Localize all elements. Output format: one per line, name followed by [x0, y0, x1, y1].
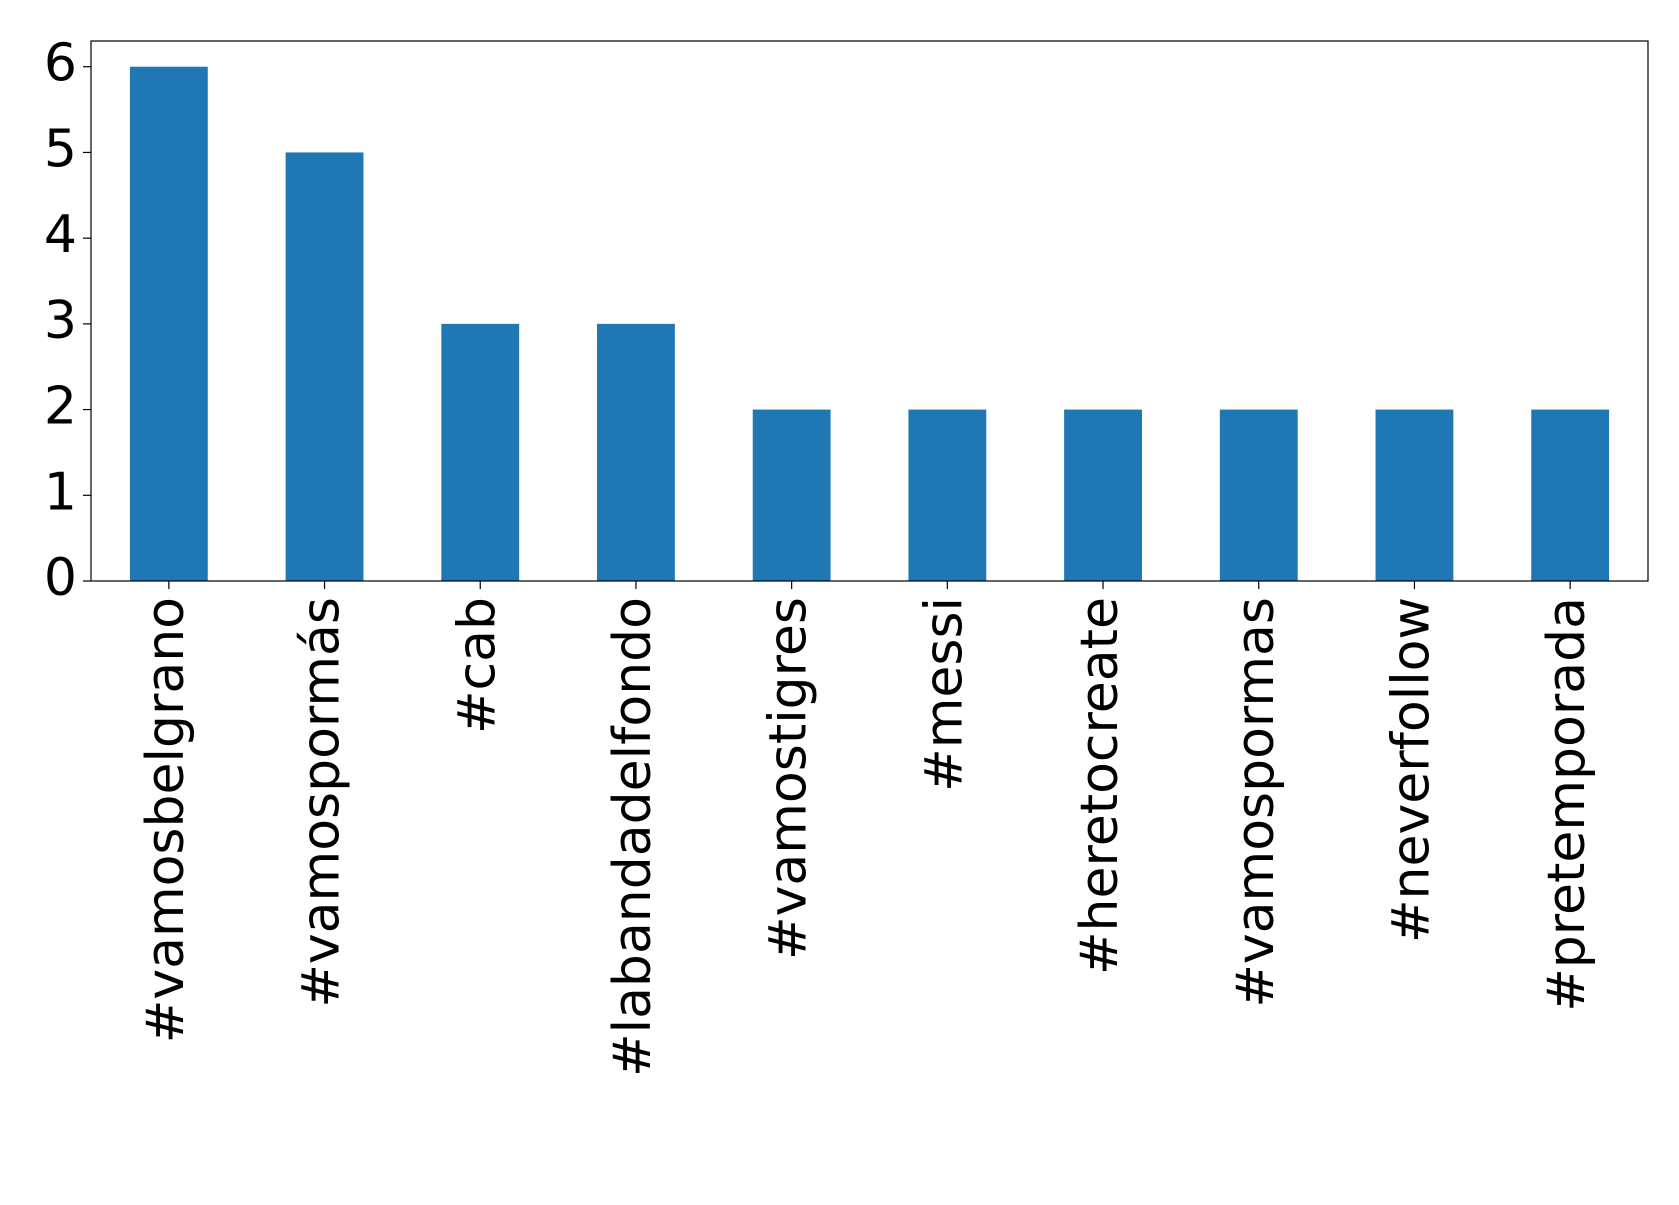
x-tick-label: #heretocreate	[1070, 597, 1130, 975]
bar	[752, 409, 831, 581]
bar	[1531, 409, 1610, 581]
x-tick-label: #vamostigres	[759, 597, 819, 960]
x-tick-label: #messi	[914, 597, 974, 792]
y-tick-label: 3	[44, 291, 77, 351]
x-tick-label: #labandadelfondo	[603, 597, 663, 1077]
x-tick-label: #vamosbelgrano	[136, 597, 196, 1043]
x-tick-label: #vamospormás	[292, 597, 352, 1008]
bar	[597, 323, 675, 581]
y-tick-label: 1	[44, 462, 77, 522]
y-tick-label: 6	[44, 34, 77, 94]
bar	[129, 66, 208, 581]
y-tick-label: 0	[44, 548, 77, 608]
bar	[1375, 409, 1454, 581]
bar	[441, 323, 520, 581]
bar	[908, 409, 987, 581]
y-tick-label: 5	[44, 119, 77, 179]
x-tick-label: #pretemporada	[1537, 597, 1597, 1012]
plot-frame	[90, 40, 1649, 582]
bar	[285, 152, 364, 581]
x-tick-label: #cab	[447, 597, 507, 734]
y-tick-label: 4	[44, 205, 77, 265]
x-tick-label: #neverfollow	[1381, 597, 1441, 943]
bar	[1064, 409, 1142, 581]
y-tick-label: 2	[44, 377, 77, 437]
bar	[1219, 409, 1298, 581]
x-tick-label: #vamospormas	[1226, 597, 1286, 1008]
